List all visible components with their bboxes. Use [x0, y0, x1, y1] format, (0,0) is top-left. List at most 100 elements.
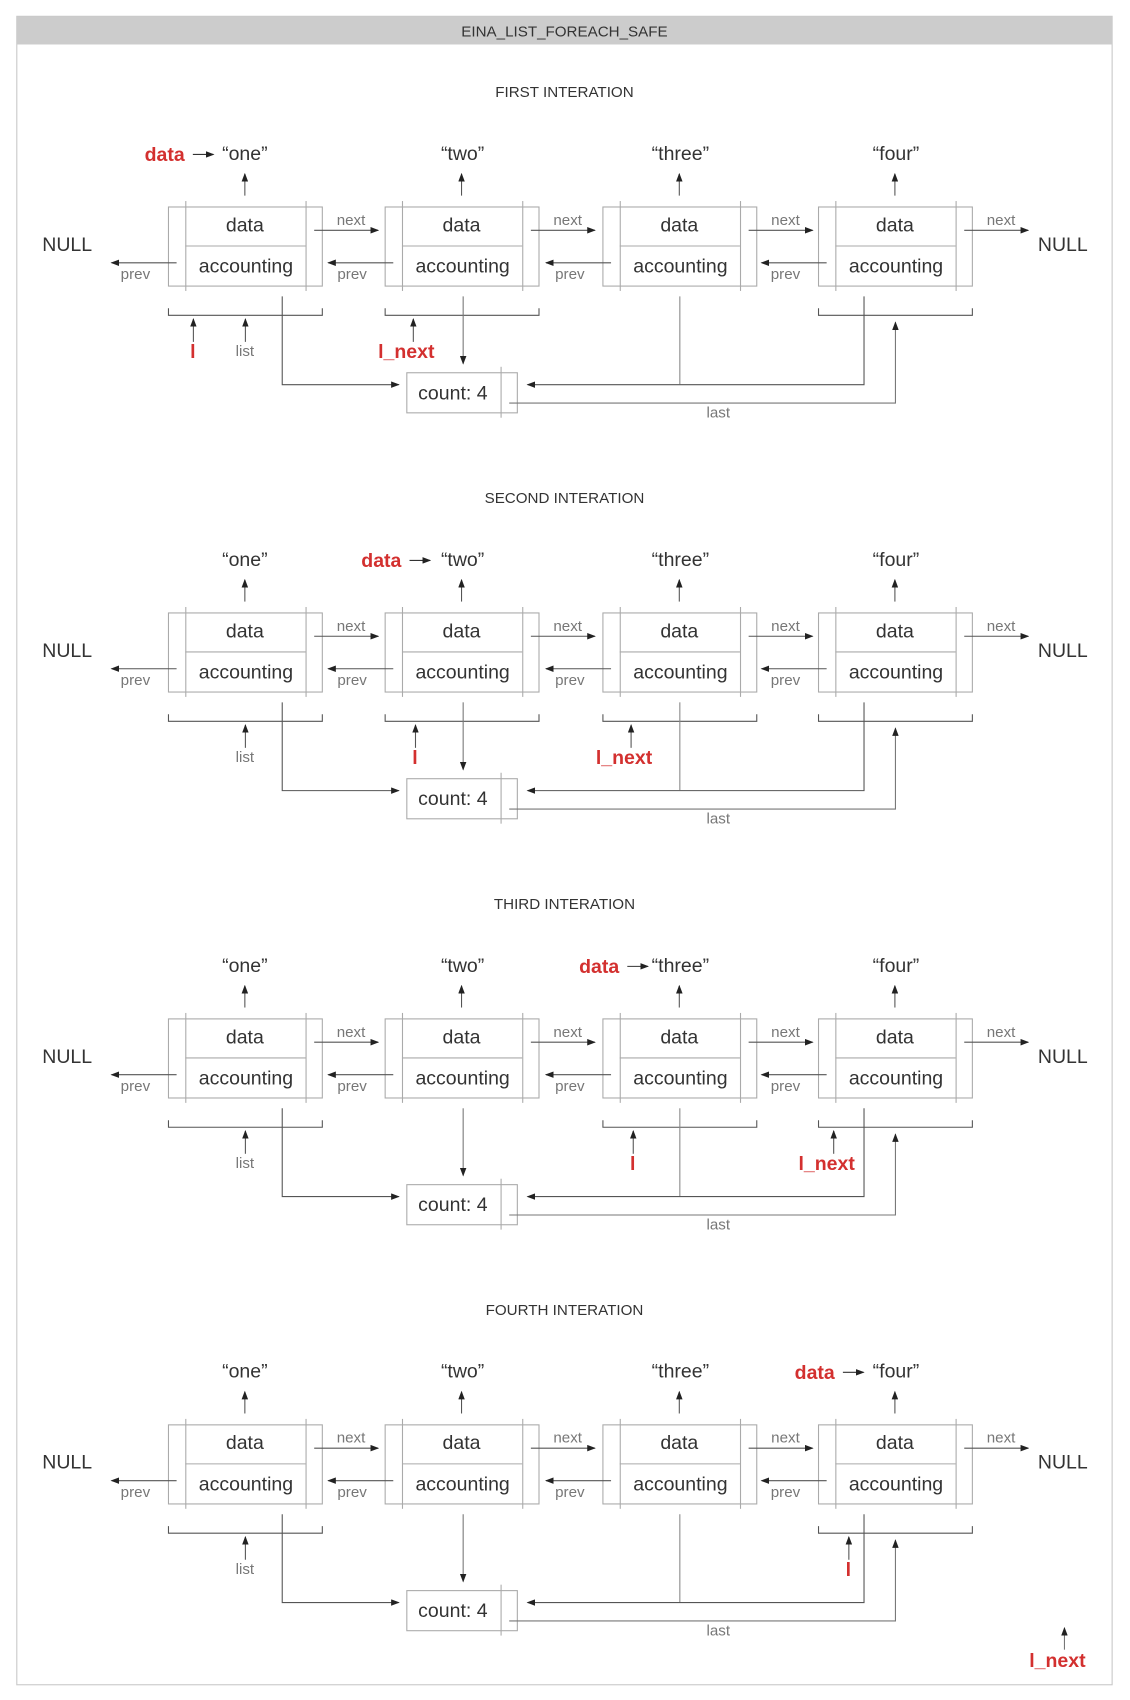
list-node: “three” data accounting next prev — [544, 955, 814, 1128]
null-right: NULL — [1038, 1046, 1088, 1068]
node-value: “three” — [652, 549, 709, 571]
null-right: NULL — [1038, 1452, 1088, 1474]
data-field: data — [443, 620, 481, 642]
null-left: NULL — [42, 1046, 92, 1068]
l-next-label: l_next — [378, 341, 435, 363]
accounting-field: accounting — [415, 256, 509, 278]
node-box — [384, 206, 540, 287]
data-field: data — [876, 620, 914, 642]
accounting-field: accounting — [849, 1067, 943, 1089]
next-label: next — [553, 212, 582, 229]
prev-label: prev — [771, 1484, 801, 1501]
iteration-title: FOURTH INTERATION — [486, 1302, 644, 1319]
null-right: NULL — [1038, 640, 1088, 662]
data-field: data — [226, 1432, 264, 1454]
accounting-field: accounting — [199, 1473, 293, 1495]
data-field: data — [660, 620, 698, 642]
node-bracket — [817, 1526, 973, 1534]
l-label: l — [412, 747, 417, 769]
next-label: next — [337, 212, 366, 229]
data-pointer-label: data — [361, 550, 401, 572]
list-node: “two” data accounting next prev — [327, 549, 596, 722]
data-field: data — [226, 620, 264, 642]
node-box — [384, 612, 540, 693]
data-field: data — [660, 1432, 698, 1454]
prev-label: prev — [337, 672, 367, 689]
diagram-title: EINA_LIST_FOREACH_SAFE — [461, 23, 667, 40]
data-field: data — [660, 214, 698, 236]
l-next-label: l_next — [596, 747, 653, 769]
accounting-field: accounting — [849, 256, 943, 278]
l-label: l — [630, 1153, 635, 1175]
prev-label: prev — [121, 1078, 151, 1095]
list-label: list — [236, 343, 255, 360]
last-label: last — [707, 1217, 731, 1234]
node-box — [167, 1424, 323, 1505]
prev-label: prev — [121, 1484, 151, 1501]
list-node: “three” data accounting next prev — [544, 549, 814, 722]
iteration-2: SECOND INTERATION NULL NULL “one” data accoun… — [42, 490, 1088, 828]
list-node: “one” data accounting next prev — [110, 955, 380, 1128]
accounting-field: accounting — [199, 256, 293, 278]
node4-accounting-link — [526, 702, 865, 794]
last-pointer — [509, 321, 899, 404]
count-label: count: 4 — [418, 788, 488, 810]
node-bracket — [384, 308, 540, 316]
node-value: “four” — [873, 1361, 920, 1383]
iteration-title: FIRST INTERATION — [495, 84, 633, 101]
node4-accounting-link — [526, 1514, 865, 1606]
node-bracket — [817, 1120, 973, 1128]
count-label: count: 4 — [418, 1194, 488, 1216]
next-label: next — [771, 212, 800, 229]
list-node: “four” data accounting next prev — [760, 143, 1030, 316]
last-pointer — [509, 1539, 899, 1622]
accounting-field: accounting — [199, 1067, 293, 1089]
iteration-title: SECOND INTERATION — [485, 490, 645, 507]
data-field: data — [876, 1026, 914, 1048]
node1-accounting-link — [281, 1108, 400, 1200]
null-left: NULL — [42, 640, 92, 662]
node-box — [602, 206, 758, 287]
null-right: NULL — [1038, 234, 1088, 256]
iteration-3: THIRD INTERATION NULL NULL “one” data account… — [42, 896, 1088, 1234]
next-label: next — [771, 618, 800, 635]
accounting-field: accounting — [633, 1473, 727, 1495]
accounting-field: accounting — [633, 256, 727, 278]
null-left: NULL — [42, 234, 92, 256]
data-field: data — [226, 1026, 264, 1048]
node-value: “four” — [873, 143, 920, 165]
l-label: l — [190, 341, 195, 363]
last-label: last — [707, 1623, 731, 1640]
node-bracket — [167, 1526, 323, 1534]
last-label: last — [707, 405, 731, 422]
prev-label: prev — [121, 266, 151, 283]
node-box — [167, 1018, 323, 1099]
prev-label: prev — [771, 1078, 801, 1095]
next-label: next — [337, 1430, 366, 1447]
iteration-1: FIRST INTERATION NULL NULL “one” data account… — [42, 84, 1088, 422]
list-node: “four” data accounting next prev — [760, 549, 1030, 722]
list-label: list — [236, 1561, 255, 1578]
node-bracket — [384, 714, 540, 722]
node-bracket — [817, 714, 973, 722]
header-bar — [16, 16, 1113, 45]
accounting-box — [406, 372, 518, 414]
list-node: “two” data accounting next prev — [327, 955, 596, 1103]
node-box — [602, 1018, 758, 1099]
node-value: “one” — [222, 143, 268, 165]
next-label: next — [987, 618, 1016, 635]
accounting-box — [406, 1590, 518, 1632]
data-field: data — [876, 214, 914, 236]
prev-label: prev — [337, 1078, 367, 1095]
node4-accounting-link — [526, 1108, 865, 1200]
node1-accounting-link — [281, 702, 400, 794]
data-pointer-label: data — [795, 1362, 835, 1384]
data-field: data — [226, 214, 264, 236]
node4-accounting-link — [526, 296, 865, 388]
accounting-field: accounting — [415, 1067, 509, 1089]
list-node: “one” data accounting next prev — [110, 143, 380, 316]
node-box — [167, 206, 323, 287]
node-box — [817, 206, 973, 287]
